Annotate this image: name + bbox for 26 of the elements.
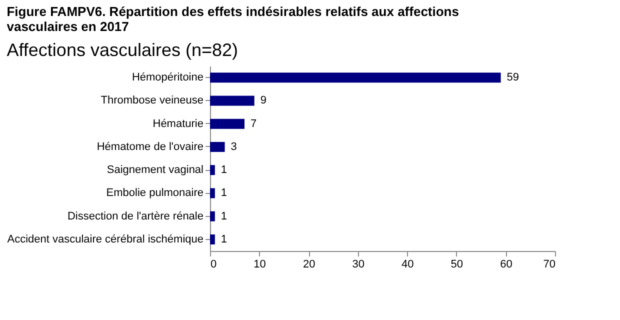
x-tick-label: 40 [402,258,414,270]
x-tick-label: 70 [543,258,556,270]
y-tick-label: Dissection de l'artère rénale [67,210,204,222]
y-tick-label: Hématome de l'ovaire [96,140,204,153]
x-tick-label: 60 [500,258,512,270]
x-tick-label: 20 [302,258,316,270]
data-label: 7 [250,118,257,130]
x-tick-label: 0 [210,258,217,270]
data-label: 1 [220,233,228,246]
y-tick-label: Hémopéritoine [132,72,204,84]
chart-title: Figure FAMPV6. Répartition des effets indésirables relatifs aux affections vasculaires en 2017 [6,4,459,34]
y-tick-label: Thrombose veineuse [100,94,204,107]
data-label: 1 [220,164,228,176]
x-tick-label: 30 [352,258,364,270]
data-label: 9 [260,94,266,107]
y-tick-label: Embolie pulmonaire [106,187,204,200]
y-tick-label: Saignement vaginal [106,164,204,176]
x-tick-label: 50 [450,258,464,270]
y-tick-label: Hématurie [152,118,204,130]
data-label: 59 [506,72,520,84]
data-label: 1 [220,187,228,200]
chart-subtitle: Affections vasculaires (n=82) [6,40,238,60]
data-label: 3 [230,140,237,153]
x-tick-label: 10 [254,258,266,270]
data-label: 1 [220,210,228,222]
y-tick-label: Accident vasculaire cérébral ischémique [7,233,204,246]
